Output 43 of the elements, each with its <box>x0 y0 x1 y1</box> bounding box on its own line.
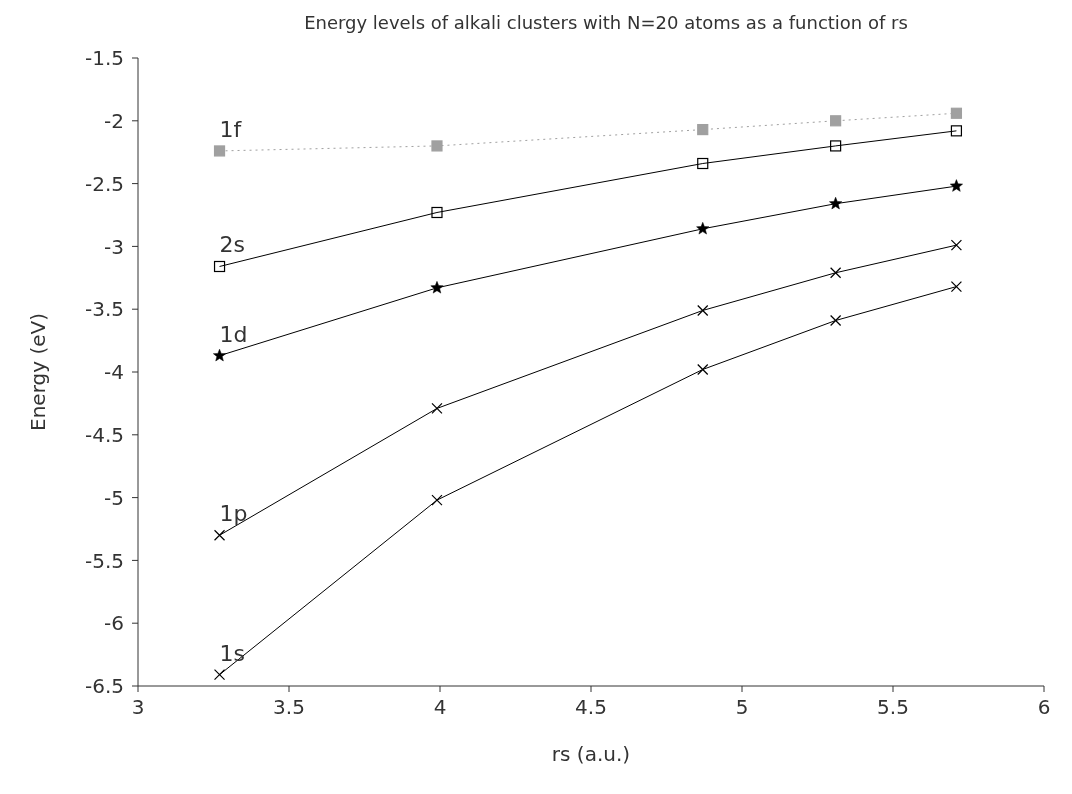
chart-title: Energy levels of alkali clusters with N=20 atoms as a function of rs <box>303 11 909 35</box>
point <box>950 125 963 137</box>
x-tick-label: 3.5 <box>273 695 305 720</box>
y-tick-label: -6 <box>104 611 124 636</box>
x-tick-label: 3 <box>131 695 145 720</box>
point <box>431 206 443 219</box>
x-axis-title: rs (a.u.) <box>551 742 631 766</box>
series-label: 2s <box>219 232 246 258</box>
point <box>949 179 963 192</box>
x-tick-label: 6 <box>1037 695 1051 720</box>
point <box>830 267 842 279</box>
point <box>696 222 710 235</box>
y-tick-label: -5 <box>104 485 124 510</box>
point <box>213 260 226 273</box>
point <box>950 239 963 251</box>
series-label: 1p <box>219 501 248 527</box>
series-label: 1s <box>219 640 246 666</box>
point <box>697 123 709 136</box>
point <box>430 281 444 294</box>
point <box>830 115 842 127</box>
point <box>697 157 709 170</box>
y-axis-title: Energy (eV) <box>26 313 51 431</box>
y-tick-label: -1.5 <box>84 46 124 71</box>
y-tick-label: -3.5 <box>84 297 124 322</box>
point <box>830 140 842 152</box>
y-tick-label: -4 <box>104 360 124 385</box>
y-tick-label: -3 <box>104 234 124 259</box>
x-tick-label: 5 <box>735 695 749 720</box>
point <box>829 196 843 210</box>
x-tick-label: 4 <box>433 695 447 720</box>
x-tick-label: 4.5 <box>575 695 607 720</box>
y-tick-label: -5.5 <box>84 548 124 573</box>
point <box>213 145 226 157</box>
series-label: 1f <box>219 116 243 142</box>
y-tick-label: -2 <box>104 108 124 133</box>
y-tick-label: -4.5 <box>84 422 124 447</box>
series-label: 1d <box>219 321 248 347</box>
x-tick-label: 5.5 <box>877 695 909 720</box>
point <box>950 107 963 119</box>
y-tick-label: -2.5 <box>84 171 124 196</box>
y-tick-label: -6.5 <box>84 674 124 699</box>
point <box>213 348 226 362</box>
point <box>431 140 443 152</box>
